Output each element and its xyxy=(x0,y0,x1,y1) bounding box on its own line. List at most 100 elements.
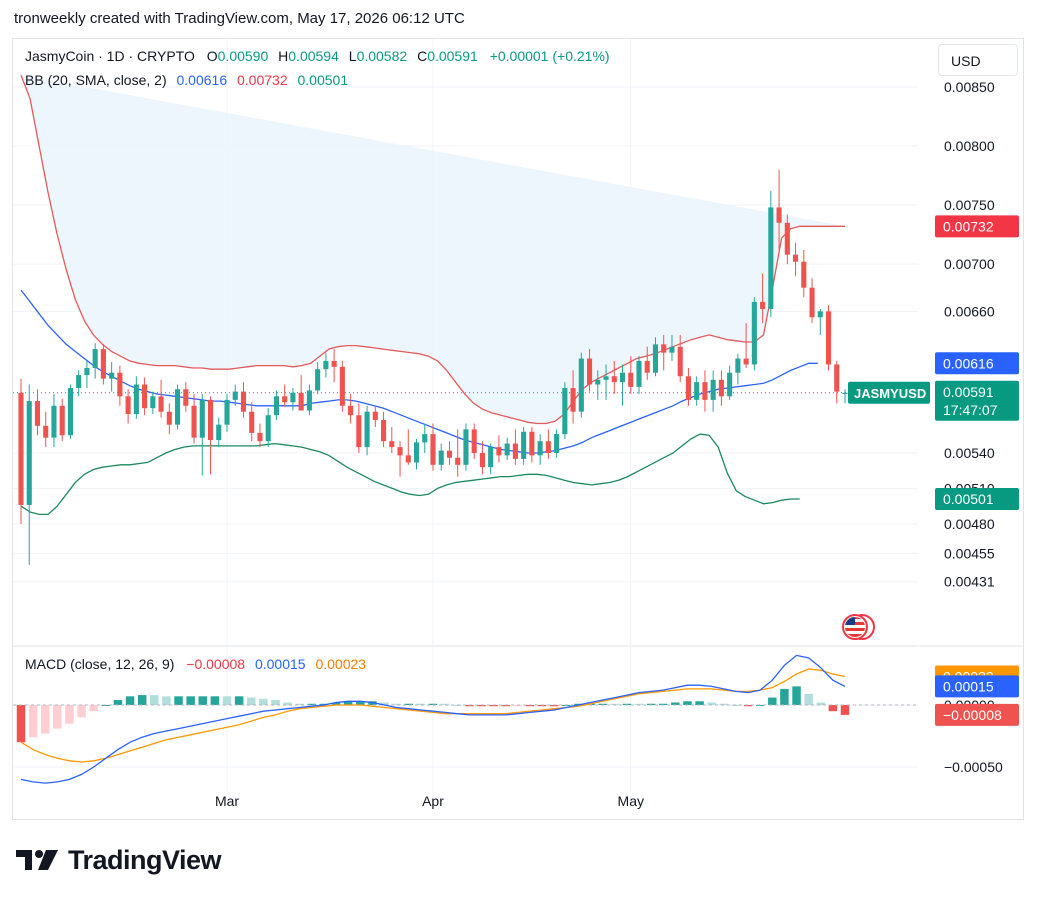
candle xyxy=(760,273,766,324)
macd-histogram-bar xyxy=(307,703,317,705)
last-price-badge: 0.00591 17:47:07 xyxy=(935,380,1019,421)
tradingview-logo-icon xyxy=(16,850,58,870)
candle-body xyxy=(628,372,634,387)
candle-body xyxy=(430,434,436,465)
symbol-title[interactable]: JasmyCoin · 1D · CRYPTO xyxy=(25,48,195,64)
candle xyxy=(323,352,329,378)
candle-body xyxy=(298,392,304,411)
macd-histogram-bar xyxy=(780,688,789,705)
candle-body xyxy=(595,379,601,385)
macd-line-badge-text: 0.00015 xyxy=(943,678,994,694)
price-tick-label: 0.00540 xyxy=(944,445,995,461)
macd-histogram-bar xyxy=(525,705,535,707)
candle-body xyxy=(727,372,733,397)
candle-body xyxy=(109,372,115,379)
candle-body xyxy=(768,207,774,309)
macd-histogram-bar xyxy=(113,700,123,705)
candle-body xyxy=(825,311,832,365)
candle-body xyxy=(397,447,403,456)
bb-legend[interactable]: BB (20, SMA, close, 2) 0.00616 0.00732 0… xyxy=(25,72,350,88)
candle-body xyxy=(669,346,675,353)
candle-body xyxy=(743,358,749,365)
candle xyxy=(554,429,560,458)
candle-body xyxy=(18,392,24,505)
candle-body xyxy=(183,389,189,406)
bb-lower-value: 0.00501 xyxy=(297,72,349,88)
open-label: O xyxy=(206,48,218,64)
macd-histogram-bar xyxy=(259,698,268,705)
candle-body xyxy=(413,442,420,463)
macd-histogram-bar xyxy=(658,703,668,705)
candle xyxy=(364,405,370,456)
bb-basis-badge-text: 0.00616 xyxy=(943,355,994,371)
candle-body xyxy=(488,447,494,468)
candle xyxy=(587,349,593,392)
macd-histogram-bar xyxy=(477,705,486,707)
candle-body xyxy=(59,405,65,436)
bb-upper-line xyxy=(20,74,845,425)
price-tick-label: 0.00750 xyxy=(944,197,995,213)
candle-body xyxy=(158,396,164,412)
candle-body xyxy=(100,349,106,379)
currency-button[interactable]: USD xyxy=(938,44,1018,76)
candle xyxy=(776,169,782,250)
us-flag-icon[interactable] xyxy=(840,612,876,642)
candle-body xyxy=(315,369,321,391)
candle-body xyxy=(751,301,757,365)
candle-body xyxy=(529,431,535,456)
candle xyxy=(59,398,65,442)
bb-upper-badge-bg xyxy=(935,215,1019,238)
candle xyxy=(628,356,634,394)
chart-caption: tronweekly created with TradingView.com,… xyxy=(14,10,465,27)
candle-body xyxy=(801,261,807,288)
candle xyxy=(521,427,527,465)
candle xyxy=(710,370,716,412)
macd-histogram-bar xyxy=(755,705,765,706)
macd-histogram-bar xyxy=(707,702,716,705)
candle xyxy=(529,427,535,463)
candle xyxy=(133,376,139,419)
candle xyxy=(446,441,453,465)
candle xyxy=(298,375,304,411)
candle-body xyxy=(479,453,485,468)
candle-body xyxy=(273,396,279,416)
candle xyxy=(685,367,691,406)
candle xyxy=(26,384,32,566)
candle xyxy=(290,388,296,411)
candle xyxy=(611,360,617,394)
tradingview-wordmark: TradingView xyxy=(68,844,222,875)
candle xyxy=(273,390,279,420)
macd-histogram-bar xyxy=(804,693,813,705)
price-tick-label: 0.00700 xyxy=(944,256,995,272)
macd-hist-badge: −0.00008 xyxy=(935,703,1019,726)
macd-histogram-bar xyxy=(125,696,135,705)
macd-histogram-bar xyxy=(331,702,341,705)
candle xyxy=(562,382,568,439)
close-label: C xyxy=(417,48,428,64)
candle xyxy=(166,403,172,435)
macd-histogram-bar xyxy=(598,703,607,705)
candle xyxy=(207,396,214,475)
candle-body xyxy=(661,344,667,353)
candle-body xyxy=(562,388,568,435)
candle-body xyxy=(455,457,461,465)
candle-body xyxy=(224,399,230,425)
candle-body xyxy=(240,391,247,412)
macd-histogram-bar xyxy=(137,695,147,705)
candle-body xyxy=(636,360,642,387)
macd-histogram-bar xyxy=(489,705,498,707)
symbol-name-badge-bg xyxy=(848,381,930,404)
candle-body xyxy=(438,450,444,465)
macd-histogram-bar xyxy=(537,705,547,707)
candle xyxy=(117,365,123,406)
candle-body xyxy=(809,287,815,318)
candle xyxy=(183,382,189,412)
candle xyxy=(125,389,131,424)
macd-histogram-bar xyxy=(513,705,523,707)
tradingview-logo[interactable]: TradingView xyxy=(16,842,222,878)
candle xyxy=(694,376,700,406)
macd-legend[interactable]: MACD (close, 12, 26, 9) −0.00008 0.00015… xyxy=(25,656,368,672)
candle xyxy=(842,389,848,404)
chart-canvas[interactable]: 0.00850 0.00800 0.00750 0.00700 0.00660 0.005… xyxy=(13,39,1023,819)
candle xyxy=(768,190,774,318)
